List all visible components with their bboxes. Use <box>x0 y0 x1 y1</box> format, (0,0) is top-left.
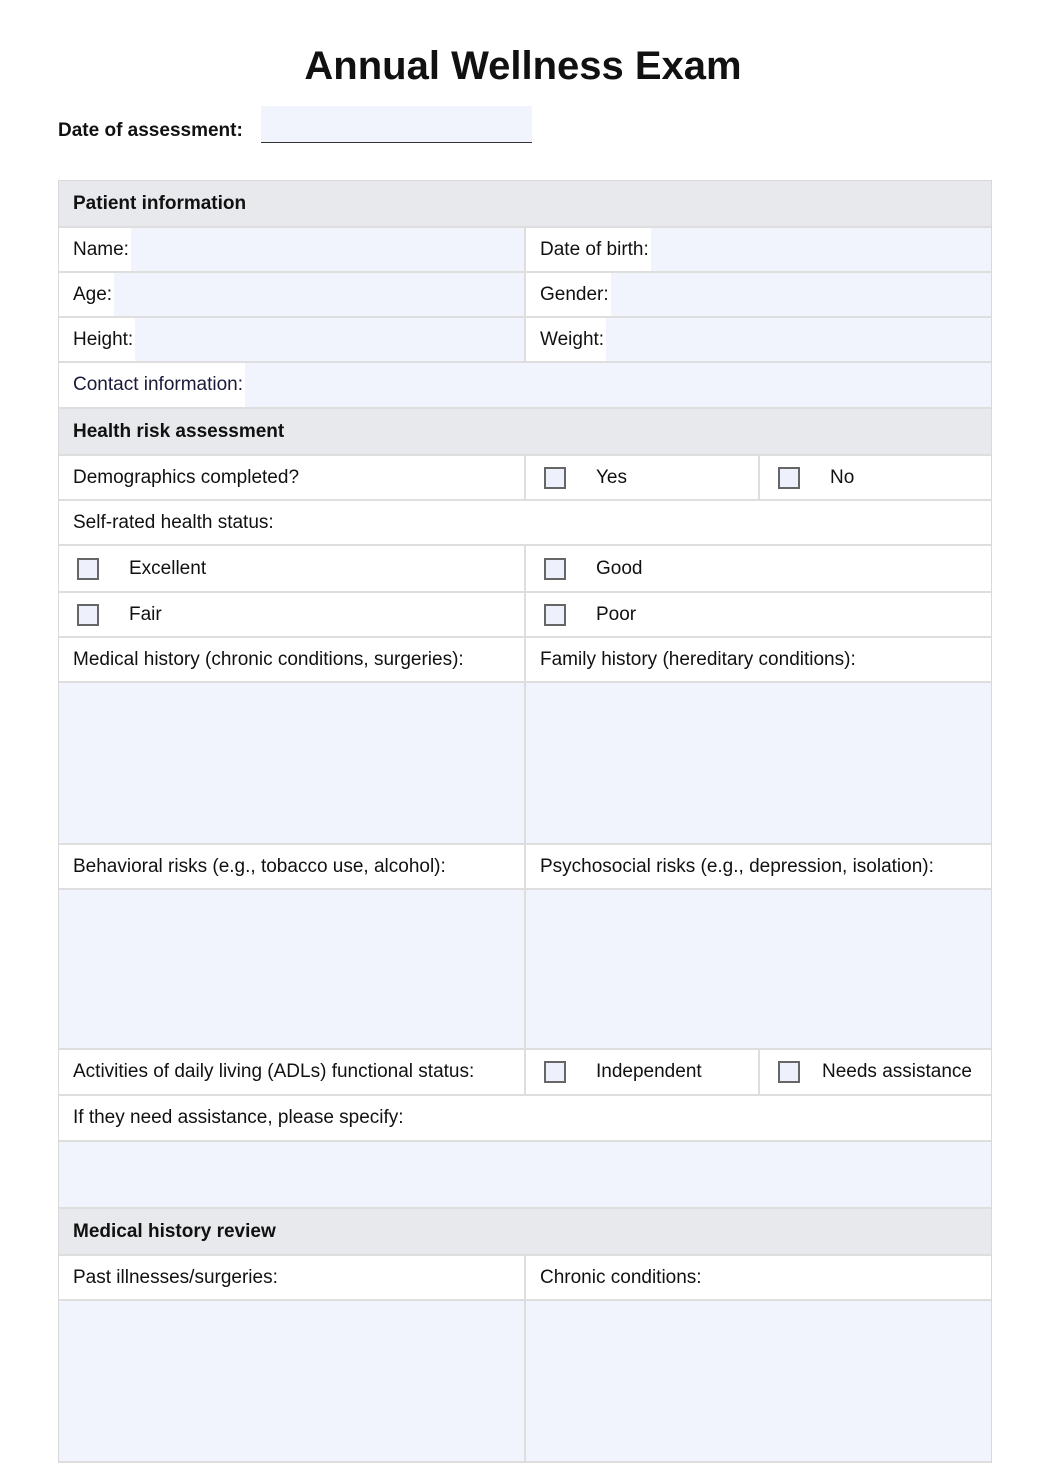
weight-label: Weight: <box>540 328 605 350</box>
dob-input[interactable] <box>650 228 991 271</box>
family-history-textarea[interactable] <box>524 683 991 843</box>
section-header-risk: Health risk assessment <box>59 409 991 454</box>
yes-label: Yes <box>596 466 627 488</box>
self-rated-label: Self-rated health status: <box>73 511 274 533</box>
form-table: Patient information Name: Date of birth:… <box>58 180 992 1463</box>
past-illnesses-textarea[interactable] <box>59 1301 524 1461</box>
psychosocial-risks-textarea[interactable] <box>524 890 991 1048</box>
age-input[interactable] <box>114 273 524 316</box>
chronic-conditions-label: Chronic conditions: <box>524 1256 991 1299</box>
excellent-checkbox[interactable] <box>77 557 99 580</box>
section-header-patient: Patient information <box>59 181 991 226</box>
needs-assistance-checkbox[interactable] <box>778 1061 800 1083</box>
date-of-assessment-input[interactable] <box>261 106 532 143</box>
gender-label: Gender: <box>540 283 609 305</box>
excellent-label: Excellent <box>129 557 207 579</box>
name-label: Name: <box>73 238 129 260</box>
medical-history-label: Medical history (chronic conditions, sur… <box>73 648 464 670</box>
good-checkbox[interactable] <box>544 557 566 580</box>
dob-label: Date of birth: <box>540 238 649 260</box>
no-checkbox[interactable] <box>778 466 800 489</box>
specify-textarea[interactable] <box>59 1142 991 1207</box>
name-input[interactable] <box>130 228 524 271</box>
section-header-review: Medical history review <box>59 1209 991 1254</box>
family-history-label: Family history (hereditary conditions): <box>524 638 991 681</box>
needs-assistance-label: Needs assistance <box>822 1061 972 1082</box>
no-label: No <box>830 466 855 488</box>
yes-checkbox[interactable] <box>544 466 566 489</box>
good-label: Good <box>596 557 643 579</box>
poor-label: Poor <box>596 603 637 625</box>
demographics-label: Demographics completed? <box>73 466 300 488</box>
age-label: Age: <box>73 283 113 305</box>
height-label: Height: <box>73 328 134 350</box>
adl-label: Activities of daily living (ADLs) functi… <box>73 1061 475 1082</box>
fair-label: Fair <box>129 603 162 625</box>
height-input[interactable] <box>135 318 524 361</box>
weight-input[interactable] <box>606 318 991 361</box>
psychosocial-risks-label: Psychosocial risks (e.g., depression, is… <box>524 845 991 888</box>
behavioral-risks-label: Behavioral risks (e.g., tobacco use, alc… <box>73 855 446 877</box>
contact-input[interactable] <box>245 363 991 407</box>
page-title: Annual Wellness Exam <box>304 44 742 88</box>
gender-input[interactable] <box>610 273 991 316</box>
medical-history-textarea[interactable] <box>59 683 524 843</box>
chronic-conditions-textarea[interactable] <box>524 1301 991 1461</box>
date-of-assessment-label: Date of assessment: <box>58 120 243 141</box>
independent-label: Independent <box>596 1061 702 1082</box>
contact-label: Contact information: <box>73 374 244 395</box>
past-illnesses-label: Past illnesses/surgeries: <box>73 1266 278 1288</box>
fair-checkbox[interactable] <box>77 603 99 626</box>
poor-checkbox[interactable] <box>544 603 566 626</box>
independent-checkbox[interactable] <box>544 1061 566 1083</box>
specify-label: If they need assistance, please specify: <box>73 1107 404 1128</box>
behavioral-risks-textarea[interactable] <box>59 890 524 1048</box>
